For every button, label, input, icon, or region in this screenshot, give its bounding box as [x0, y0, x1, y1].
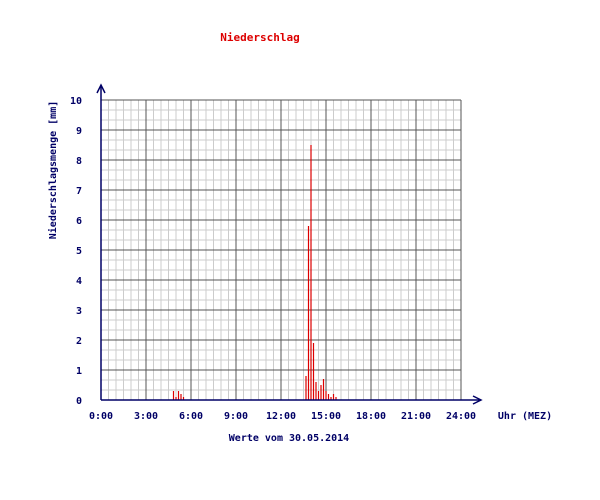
precipitation-bars: [172, 145, 337, 400]
y-tick-label: 4: [76, 276, 82, 287]
y-axis-arrow: [96, 83, 106, 94]
axes: [96, 83, 483, 405]
y-tick-label: 7: [76, 186, 82, 197]
x-tick-label: 18:00: [356, 411, 386, 422]
y-tick-label: 1: [76, 366, 82, 377]
date-subtitle: Werte vom 30.05.2014: [229, 433, 349, 444]
y-axis-label: Niederschlagsmenge [mm]: [47, 101, 59, 239]
x-tick-label: 15:00: [311, 411, 341, 422]
x-tick-label: 0:00: [89, 411, 113, 422]
y-tick-label: 9: [76, 126, 82, 137]
x-tick-labels: 0:00 3:00 6:00 9:00 12:00 15:00 18:00 21:00 24:0…: [89, 411, 476, 422]
x-tick-label: 24:00: [446, 411, 476, 422]
x-tick-label: 12:00: [266, 411, 296, 422]
x-axis-label: Uhr (MEZ): [498, 411, 552, 422]
chart-title: Niederschlag: [220, 31, 299, 44]
x-tick-label: 21:00: [401, 411, 431, 422]
y-tick-label: 5: [76, 246, 82, 257]
x-tick-label: 6:00: [179, 411, 203, 422]
y-tick-label: 10: [70, 96, 82, 107]
y-tick-labels: 0 1 2 3 4 5 6 7 8 9 10: [70, 96, 82, 407]
grid-major: [101, 99, 462, 400]
y-tick-label: 2: [76, 336, 82, 347]
x-tick-label: 3:00: [134, 411, 158, 422]
y-tick-label: 3: [76, 306, 82, 317]
x-tick-label: 9:00: [224, 411, 248, 422]
y-tick-label: 8: [76, 156, 82, 167]
y-tick-label: 6: [76, 216, 82, 227]
x-axis-arrow: [472, 395, 483, 405]
y-tick-label: 0: [76, 396, 82, 407]
